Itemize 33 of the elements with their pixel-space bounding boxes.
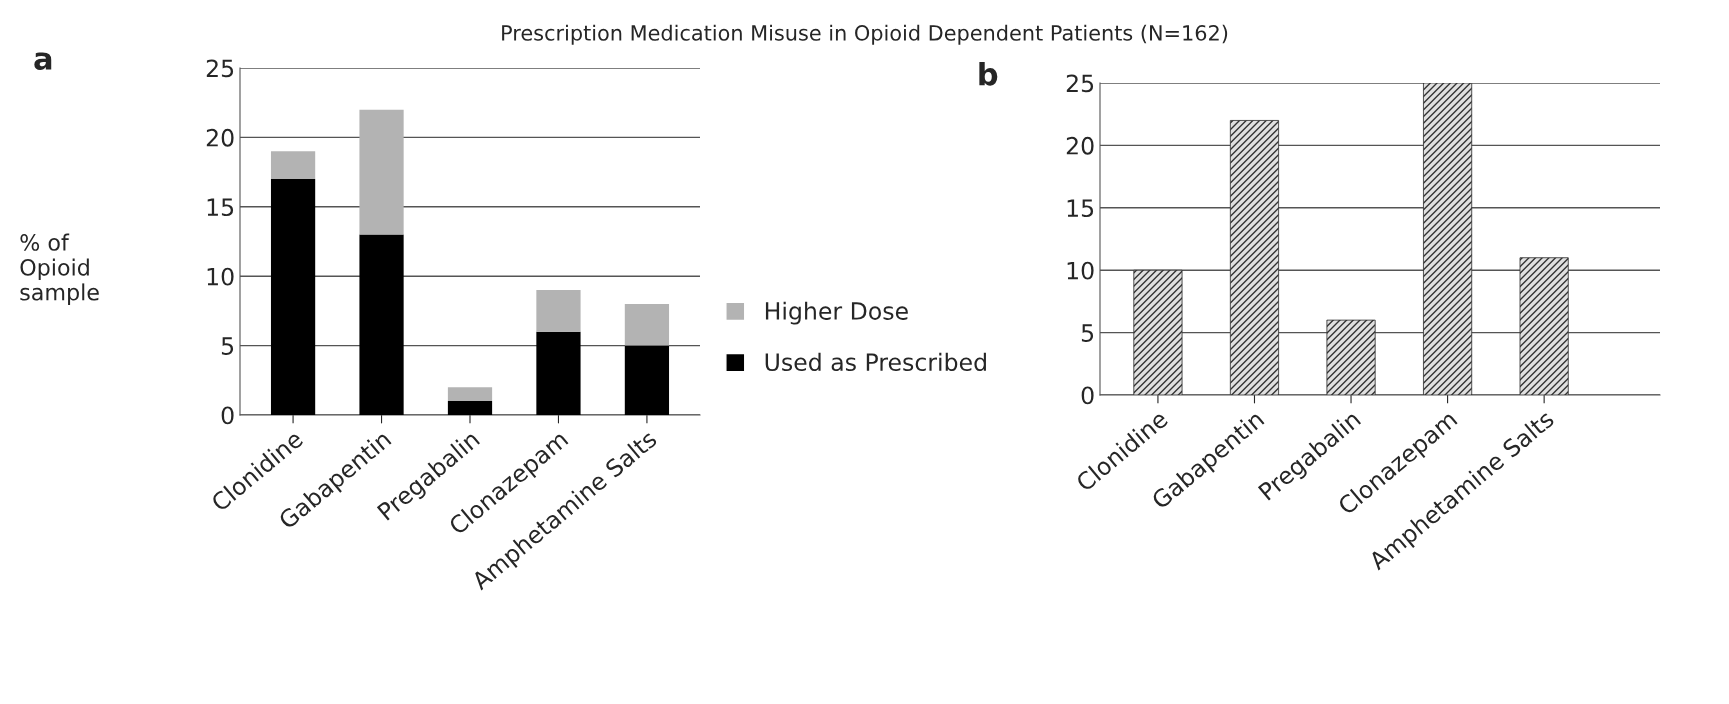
y-tick-label: 0	[221, 406, 234, 425]
y-tick-label: 20	[206, 128, 234, 147]
legend-label: Higher Dose	[765, 301, 908, 325]
y-axis-title: % of Opioid sample	[20, 233, 99, 305]
bar	[1229, 120, 1280, 395]
text: b	[979, 61, 998, 86]
bar	[536, 331, 581, 415]
text: a	[34, 52, 52, 70]
bar	[1133, 269, 1183, 395]
y-tick-label: 0	[1081, 386, 1094, 405]
y-tick-label: 10	[1067, 261, 1094, 280]
text: Prescription Medication Misuse in Opioid Dependent Patients (N=162)	[502, 24, 1228, 45]
y-tick-label: 5	[1081, 324, 1094, 342]
bar	[359, 234, 404, 415]
y-tick-label: 10	[207, 267, 234, 286]
bar	[536, 290, 581, 332]
bar	[1519, 257, 1569, 395]
bar	[270, 151, 316, 180]
y-tick-label: 25	[206, 59, 234, 78]
bar	[1326, 319, 1376, 395]
y-tick-label: 5	[221, 337, 234, 355]
y-tick-label: 15	[207, 198, 234, 217]
bar	[270, 179, 316, 415]
bar	[359, 109, 404, 235]
y-tick-label: 15	[1067, 199, 1094, 218]
bar	[624, 303, 670, 346]
bar	[447, 401, 493, 415]
y-tick-label: 25	[1066, 74, 1094, 93]
y-tick-label: 20	[1066, 136, 1094, 155]
bar	[447, 387, 493, 402]
bar	[1423, 83, 1473, 395]
bar	[624, 345, 670, 415]
legend-label: Used as Prescribed	[765, 352, 986, 372]
